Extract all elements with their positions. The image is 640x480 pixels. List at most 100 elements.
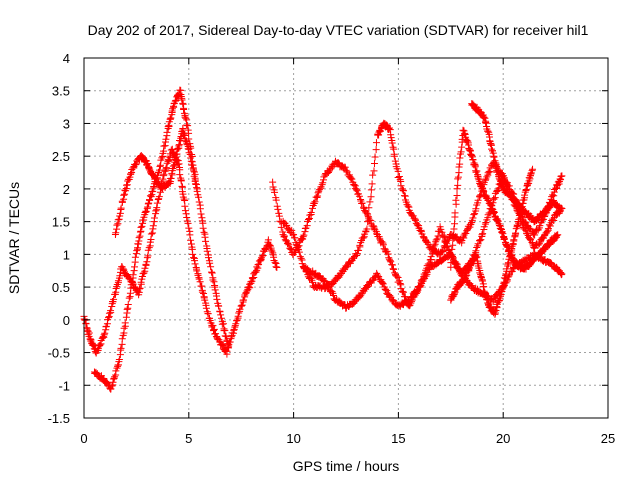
data-point-marker xyxy=(107,307,115,315)
data-point-marker xyxy=(207,263,215,271)
data-point-marker xyxy=(367,186,375,194)
data-point-marker xyxy=(185,149,193,157)
data-point-marker xyxy=(120,191,128,199)
data-point-marker xyxy=(163,128,171,136)
data-point-marker xyxy=(203,247,211,255)
data-point-marker xyxy=(182,210,190,218)
data-point-marker xyxy=(477,183,485,191)
data-point-marker xyxy=(140,269,148,277)
data-point-marker xyxy=(557,176,565,184)
data-point-marker xyxy=(369,171,377,179)
data-point-marker xyxy=(128,277,136,285)
data-point-marker xyxy=(483,173,491,181)
data-point-marker xyxy=(240,296,248,304)
data-point-marker xyxy=(295,248,303,256)
data-point-marker xyxy=(324,169,332,177)
data-point-marker xyxy=(447,259,455,267)
data-point-marker xyxy=(290,231,298,239)
data-point-marker xyxy=(454,181,462,189)
data-point-marker xyxy=(518,204,526,212)
data-point-marker xyxy=(459,277,467,285)
data-point-marker xyxy=(144,203,152,211)
data-point-marker xyxy=(258,252,266,260)
data-point-marker xyxy=(515,211,523,219)
data-point-marker xyxy=(358,199,366,207)
data-point-marker xyxy=(187,236,195,244)
data-point-marker xyxy=(231,322,239,330)
data-point-marker xyxy=(367,193,375,201)
data-point-marker xyxy=(202,304,210,312)
data-point-marker xyxy=(396,176,404,184)
data-point-marker xyxy=(515,215,523,223)
data-point-marker xyxy=(137,223,145,231)
data-point-marker xyxy=(198,282,206,290)
data-point-marker xyxy=(413,221,421,229)
data-point-marker xyxy=(131,253,139,261)
data-point-marker xyxy=(439,233,447,241)
data-point-marker xyxy=(473,244,481,252)
y-tick-label: -0.5 xyxy=(48,346,70,361)
y-axis-label: SDTVAR / TECUs xyxy=(6,182,22,294)
data-point-marker xyxy=(556,205,564,213)
data-point-marker xyxy=(453,192,461,200)
data-point-marker xyxy=(204,310,212,318)
y-tick-label: -1 xyxy=(58,378,70,393)
data-point-marker xyxy=(481,114,489,122)
data-point-marker xyxy=(280,232,288,240)
y-tick-label: 3 xyxy=(63,116,70,131)
data-point-marker xyxy=(452,196,460,204)
data-point-marker xyxy=(200,228,208,236)
data-point-marker xyxy=(149,222,157,230)
data-point-marker xyxy=(143,254,151,262)
data-point-marker xyxy=(221,332,229,340)
data-point-marker xyxy=(449,234,457,242)
data-point-marker xyxy=(523,221,531,229)
data-point-marker xyxy=(255,260,263,268)
data-point-marker xyxy=(467,220,475,228)
data-point-marker xyxy=(218,314,226,322)
x-tick-label: 10 xyxy=(286,431,300,446)
data-point-marker xyxy=(136,232,144,240)
data-point-marker xyxy=(372,146,380,154)
data-point-marker xyxy=(455,265,463,273)
chart-title: Day 202 of 2017, Sidereal Day-to-day VTE… xyxy=(88,22,589,38)
y-tick-label: 0.5 xyxy=(52,280,70,295)
data-point-marker xyxy=(149,187,157,195)
series-track-1 xyxy=(80,145,281,358)
data-point-marker xyxy=(98,334,106,342)
data-point-marker xyxy=(495,297,503,305)
y-tick-label: 1.5 xyxy=(52,215,70,230)
data-point-marker xyxy=(167,114,175,122)
data-point-marker xyxy=(546,222,554,230)
data-point-marker xyxy=(404,202,412,210)
data-point-marker xyxy=(314,189,322,197)
data-point-marker xyxy=(217,311,225,319)
data-point-marker xyxy=(310,200,318,208)
data-point-marker xyxy=(134,240,142,248)
data-point-marker xyxy=(308,204,316,212)
y-tick-label: 1 xyxy=(63,247,70,262)
data-point-marker xyxy=(488,145,496,153)
data-point-marker xyxy=(531,218,539,226)
data-point-marker xyxy=(558,172,566,180)
data-point-marker xyxy=(378,238,386,246)
data-point-marker xyxy=(462,230,470,238)
data-point-marker xyxy=(363,225,371,233)
data-point-marker xyxy=(146,192,154,200)
data-point-marker xyxy=(388,261,396,269)
data-point-marker xyxy=(131,263,139,271)
y-tick-label: 4 xyxy=(63,51,70,66)
data-point-marker xyxy=(472,254,480,262)
data-point-marker xyxy=(286,244,294,252)
data-point-marker xyxy=(110,295,118,303)
data-point-marker xyxy=(501,177,509,185)
data-point-marker xyxy=(305,215,313,223)
data-point-marker xyxy=(212,330,220,338)
data-point-marker xyxy=(464,137,472,145)
data-point-marker xyxy=(200,289,208,297)
data-point-marker xyxy=(353,187,361,195)
data-point-marker xyxy=(492,307,500,315)
data-point-marker xyxy=(456,160,464,168)
data-point-marker xyxy=(416,283,424,291)
data-point-marker xyxy=(178,96,186,104)
